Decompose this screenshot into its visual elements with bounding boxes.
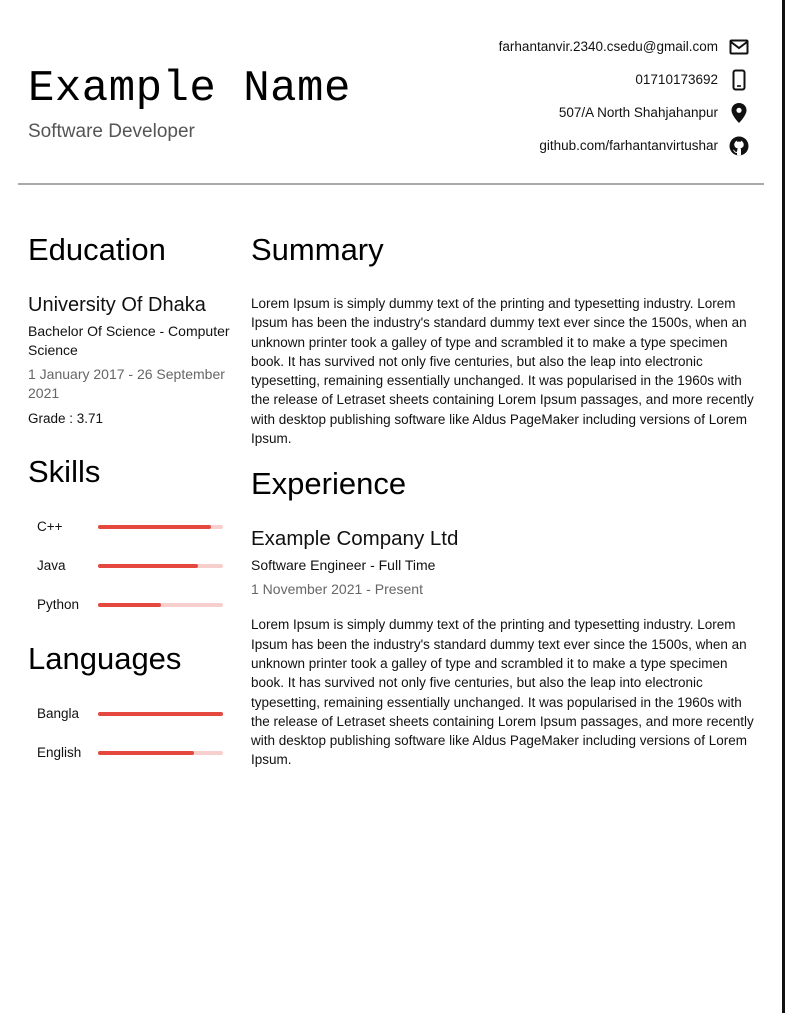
education-school: University Of Dhaka: [28, 294, 206, 316]
language-level-fill: [98, 750, 195, 755]
experience-heading: Experience: [251, 466, 407, 502]
github-text[interactable]: github.com/farhantanvirtushar: [539, 138, 718, 153]
skill-level-fill: [98, 602, 161, 607]
contact-address: 507/A North Shahjahanpur: [330, 96, 750, 129]
skill-row: Python: [28, 585, 233, 624]
education-heading: Education: [28, 232, 166, 267]
contact-email[interactable]: farhantanvir.2340.csedu@gmail.com: [330, 30, 750, 63]
languages-heading: Languages: [28, 641, 182, 676]
education-degree: Bachelor Of Science - Computer Science: [28, 323, 230, 358]
email-text[interactable]: farhantanvir.2340.csedu@gmail.com: [498, 39, 718, 54]
mail-icon: [728, 36, 750, 58]
contact-list: farhantanvir.2340.csedu@gmail.com 017101…: [330, 30, 750, 162]
right-column: Summary Lorem Ipsum is simply dummy text…: [251, 230, 757, 770]
left-column: Education University Of Dhaka Bachelor O…: [28, 230, 233, 772]
phone-text[interactable]: 01710173692: [635, 72, 718, 87]
contact-phone[interactable]: 01710173692: [330, 63, 750, 96]
phone-icon: [728, 69, 750, 91]
summary-heading: Summary: [251, 232, 384, 267]
page-edge-rule: [782, 0, 785, 1013]
header-divider: [18, 183, 764, 185]
contact-github[interactable]: github.com/farhantanvirtushar: [330, 129, 750, 162]
experience-company: Example Company Ltd: [251, 527, 459, 551]
skills-heading: Skills: [28, 454, 101, 489]
language-label: Bangla: [37, 706, 80, 721]
language-row: English: [28, 733, 233, 772]
language-label: English: [37, 745, 82, 760]
summary-text: Lorem Ipsum is simply dummy text of the …: [251, 296, 754, 447]
language-level-bar: [98, 711, 223, 716]
experience-dates: 1 November 2021 - Present: [251, 581, 423, 598]
skill-label: Python: [37, 597, 80, 612]
skills-list: C++ Java Python: [28, 507, 233, 624]
languages-list: Bangla English: [28, 694, 233, 772]
skill-level-bar: [98, 602, 223, 607]
address-text: 507/A North Shahjahanpur: [558, 105, 718, 120]
skill-label: C++: [37, 519, 63, 534]
candidate-role: Software Developer: [28, 121, 195, 142]
skill-label: Java: [37, 558, 66, 573]
language-level-fill: [98, 711, 223, 716]
experience-description: Lorem Ipsum is simply dummy text of the …: [251, 617, 754, 768]
github-icon: [728, 135, 750, 157]
skill-level-bar: [98, 524, 223, 529]
location-pin-icon: [728, 102, 750, 124]
skill-row: Java: [28, 546, 233, 585]
skill-row: C++: [28, 507, 233, 546]
skill-level-bar: [98, 563, 223, 568]
candidate-name: Example Name: [28, 64, 351, 114]
skill-level-fill: [98, 563, 198, 568]
language-row: Bangla: [28, 694, 233, 733]
education-dates: 1 January 2017 - 26 September 2021: [28, 366, 225, 401]
skill-level-fill: [98, 524, 211, 529]
experience-position: Software Engineer - Full Time: [251, 557, 436, 574]
education-grade: Grade : 3.71: [28, 411, 104, 426]
language-level-bar: [98, 750, 223, 755]
